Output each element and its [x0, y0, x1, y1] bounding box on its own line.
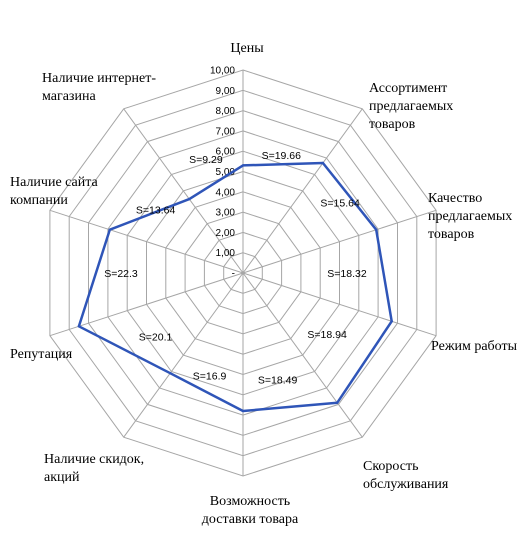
tick-label: 2,00 — [216, 228, 236, 239]
area-labels: S=19.66 S=15.64 S=18.32 S=18.94 S=18.49 S=16.… — [104, 150, 367, 386]
data-point — [390, 320, 393, 323]
radar-spokes — [49, 70, 437, 476]
data-point — [188, 197, 191, 201]
area-label: S=18.32 — [327, 268, 367, 280]
tick-label: 1,00 — [216, 248, 236, 259]
tick-label: 5,00 — [216, 167, 236, 178]
category-label: Цены — [230, 41, 264, 56]
tick-label: 7,00 — [216, 126, 236, 137]
category-label: Наличие сайта компании — [10, 175, 99, 208]
category-label: Ассортимент предлагаемых товаров — [369, 81, 453, 132]
area-label: S=9.29 — [189, 154, 223, 166]
area-label: S=15.64 — [320, 198, 360, 210]
radial-tick-labels: - 1,00 2,00 3,00 4,00 5,00 6,00 7,00 8,00 9,00 10,… — [210, 66, 235, 280]
tick-label: 10,00 — [210, 66, 235, 77]
spoke-8 — [49, 209, 244, 274]
area-label: S=20.1 — [139, 332, 173, 344]
area-label: S=18.49 — [258, 375, 298, 387]
series-layer — [77, 161, 393, 413]
category-labels: Цены Ассортимент предлагаемых товаров Качест… — [10, 41, 518, 527]
data-point — [321, 161, 325, 165]
category-label: Наличие скидок, акций — [44, 452, 144, 485]
category-label: Качество предлагаемых товаров — [428, 191, 512, 242]
area-label: S=22.3 — [104, 268, 138, 280]
spoke-1 — [242, 108, 363, 274]
data-point — [241, 409, 245, 413]
spoke-9 — [123, 108, 244, 274]
spoke-2 — [242, 209, 437, 274]
tick-label: 9,00 — [216, 86, 236, 97]
data-point — [169, 372, 172, 375]
category-label: Наличие интернет-магазина — [42, 71, 156, 104]
area-label: S=19.66 — [262, 150, 302, 162]
tick-label: 3,00 — [216, 208, 236, 219]
data-point — [375, 228, 378, 231]
tick-label: 4,00 — [216, 187, 236, 198]
data-point — [77, 325, 81, 328]
area-label: S=18.94 — [307, 329, 347, 341]
category-label: Репутация — [10, 347, 73, 362]
tick-label: 6,00 — [216, 147, 236, 158]
tick-label: - — [232, 269, 235, 280]
category-label: Режим работы — [431, 339, 518, 354]
data-point — [336, 401, 339, 404]
spoke-7 — [49, 272, 244, 337]
spoke-6 — [123, 272, 244, 438]
spoke-3 — [242, 272, 437, 337]
tick-label: 8,00 — [216, 106, 236, 117]
category-label: Возможность доставки товара — [202, 494, 299, 527]
data-point — [241, 164, 245, 167]
area-label: S=16.9 — [193, 371, 227, 383]
area-label: S=13.64 — [136, 205, 176, 217]
category-label: Скорость обслуживания — [363, 459, 449, 492]
data-point — [108, 228, 112, 231]
spoke-4 — [242, 272, 363, 438]
